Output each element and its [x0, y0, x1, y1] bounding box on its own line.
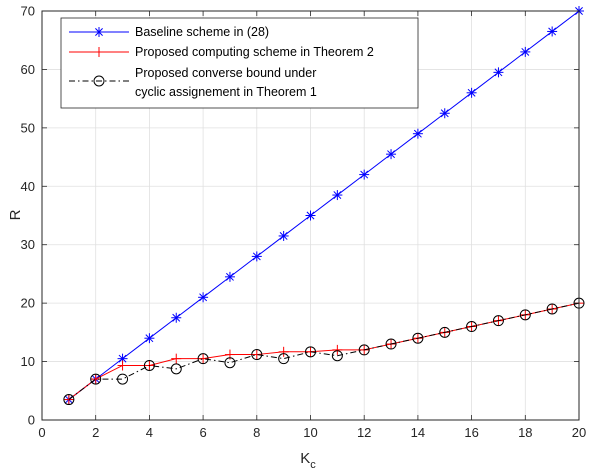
data-point-baseline: [412, 128, 423, 139]
x-tick-label: 16: [464, 425, 478, 440]
data-point-converse-bound: [117, 373, 129, 385]
data-point-proposed-scheme: [332, 344, 343, 355]
y-tick-label: 10: [21, 354, 35, 369]
data-point-converse-bound: [466, 321, 478, 333]
data-point-converse-bound: [305, 346, 316, 358]
legend-marker-glyph: [93, 75, 105, 87]
x-tick-label: 8: [253, 425, 260, 440]
legend-marker-glyph: [94, 47, 104, 57]
x-tick-label: 6: [199, 425, 206, 440]
x-axis-label: Kc: [300, 450, 316, 471]
data-point-baseline: [251, 251, 262, 262]
data-point-baseline: [466, 87, 477, 98]
data-point-proposed-scheme: [171, 353, 182, 364]
data-point-converse-bound: [143, 359, 155, 371]
legend-label-proposed-scheme: Proposed computing scheme in Theorem 2: [135, 45, 374, 59]
data-point-proposed-scheme: [198, 353, 209, 364]
data-point-converse-bound: [251, 349, 263, 361]
data-point-baseline: [386, 149, 397, 160]
series-layer: [63, 6, 585, 406]
data-point-baseline: [224, 271, 235, 282]
data-point-proposed-scheme: [251, 349, 262, 360]
data-point-converse-bound: [385, 338, 397, 350]
y-tick-label: 40: [21, 179, 35, 194]
data-point-converse-bound: [546, 303, 558, 315]
data-point-converse-bound: [170, 363, 182, 375]
x-tick-label: 18: [518, 425, 532, 440]
data-point-baseline: [439, 108, 450, 119]
data-point-baseline: [278, 230, 289, 241]
data-point-baseline: [305, 210, 316, 221]
data-point-converse-bound: [224, 357, 236, 369]
data-point-converse-bound: [412, 332, 424, 344]
data-point-proposed-scheme: [117, 360, 128, 371]
data-point-converse-bound: [519, 309, 531, 321]
data-point-converse-bound: [439, 326, 451, 338]
data-point-baseline: [198, 292, 209, 303]
data-point-baseline: [332, 190, 343, 201]
legend-marker-converse-bound: [93, 75, 105, 87]
data-point-baseline: [493, 67, 504, 78]
data-point-proposed-scheme: [278, 346, 289, 357]
x-tick-label: 14: [411, 425, 425, 440]
legend-marker-baseline: [94, 27, 104, 37]
data-point-converse-bound: [331, 350, 343, 362]
x-tick-label: 12: [357, 425, 371, 440]
x-tick-label: 0: [38, 425, 45, 440]
data-point-converse-bound: [197, 353, 209, 365]
y-tick-label: 20: [21, 296, 35, 311]
legend-label-baseline: Baseline scheme in (28): [135, 25, 269, 39]
series-baseline: [63, 6, 584, 405]
x-tick-label: 4: [146, 425, 153, 440]
y-tick-label: 50: [21, 120, 35, 135]
data-point-converse-bound: [358, 344, 370, 356]
data-point-baseline: [144, 333, 155, 344]
data-point-converse-bound: [278, 353, 290, 365]
legend-marker-glyph: [94, 27, 104, 37]
x-tick-label: 20: [572, 425, 586, 440]
x-tick-label: 2: [92, 425, 99, 440]
y-axis-label: R: [7, 209, 24, 220]
data-point-converse-bound: [63, 394, 75, 406]
legend: Baseline scheme in (28) Proposed computi…: [60, 17, 419, 109]
x-tick-label: 10: [303, 425, 317, 440]
data-point-baseline: [171, 312, 182, 323]
series-line-baseline: [68, 10, 580, 400]
legend-label-converse-bound-line2: cyclic assignement in Theorem 1: [135, 85, 317, 99]
data-point-converse-bound: [492, 315, 504, 327]
legend-label-converse-bound-line1: Proposed converse bound under: [135, 66, 316, 80]
x-axis-label-main: K: [300, 450, 310, 467]
legend-marker-proposed-scheme: [94, 47, 104, 57]
x-axis-label-subscript: c: [310, 459, 316, 471]
data-point-converse-bound: [90, 373, 102, 385]
y-tick-label: 70: [21, 4, 35, 19]
ticks: 0 2 4 6 8 10 12 14 16 18 20 0 10 20 30 40 50 60 70: [21, 4, 587, 441]
y-tick-label: 60: [21, 62, 35, 77]
legend-box: [60, 17, 419, 109]
y-tick-label: 0: [28, 413, 35, 428]
y-tick-label: 30: [21, 237, 35, 252]
data-point-baseline: [547, 26, 558, 37]
data-point-baseline: [359, 169, 370, 180]
data-point-baseline: [520, 46, 531, 57]
